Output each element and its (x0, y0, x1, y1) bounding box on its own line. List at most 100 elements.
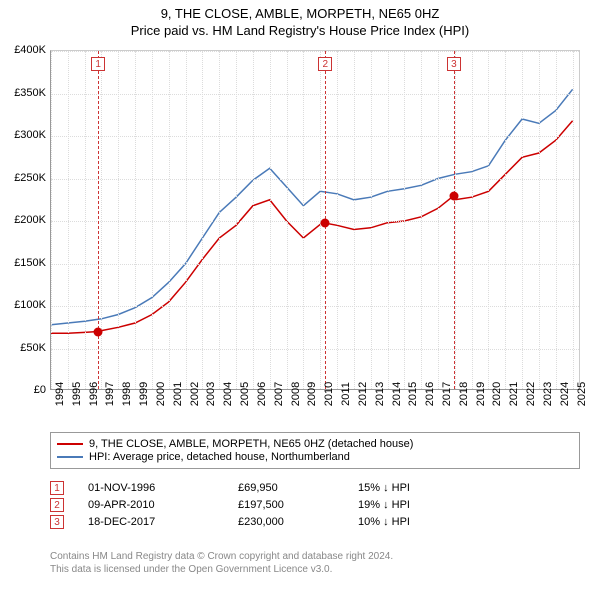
gridline-v (169, 51, 170, 389)
gridline-v (522, 51, 523, 389)
gridline-v (152, 51, 153, 389)
transaction-badge: 1 (50, 481, 64, 495)
legend-label-hpi: HPI: Average price, detached house, Nort… (89, 451, 350, 463)
transaction-price: £197,500 (238, 499, 358, 511)
price-marker-2 (321, 219, 330, 228)
xtick-label: 2020 (491, 382, 503, 406)
xtick-label: 2012 (357, 382, 369, 406)
xtick-label: 2017 (441, 382, 453, 406)
gridline-v (388, 51, 389, 389)
gridline-v (488, 51, 489, 389)
gridline-v (287, 51, 288, 389)
gridline-h (51, 264, 579, 265)
chart-plot: 1 2 3 (50, 50, 580, 390)
gridline-v (253, 51, 254, 389)
gridline-v (472, 51, 473, 389)
gridline-v (371, 51, 372, 389)
transaction-date: 18-DEC-2017 (88, 516, 238, 528)
chart-area: 123 £0£50K£100K£150K£200K£250K£300K£350K… (50, 50, 580, 390)
transaction-date: 09-APR-2010 (88, 499, 238, 511)
xtick-label: 2009 (306, 382, 318, 406)
xtick-label: 2008 (290, 382, 302, 406)
gridline-v (404, 51, 405, 389)
ytick-label: £200K (14, 214, 46, 226)
chart-title-subtitle: Price paid vs. HM Land Registry's House … (0, 23, 600, 38)
xtick-label: 2016 (424, 382, 436, 406)
xtick-label: 2025 (576, 382, 588, 406)
xtick-label: 2010 (323, 382, 335, 406)
xtick-label: 2023 (542, 382, 554, 406)
gridline-v (303, 51, 304, 389)
gridline-v (68, 51, 69, 389)
ytick-label: £250K (14, 172, 46, 184)
gridline-v (186, 51, 187, 389)
gridline-v (135, 51, 136, 389)
transaction-row: 3 18-DEC-2017 £230,000 10% ↓ HPI (50, 515, 580, 529)
xtick-label: 1998 (121, 382, 133, 406)
transaction-date: 01-NOV-1996 (88, 482, 238, 494)
event-line-3 (454, 51, 455, 389)
price-marker-3 (449, 191, 458, 200)
xtick-label: 2004 (222, 382, 234, 406)
gridline-v (236, 51, 237, 389)
xtick-label: 2013 (374, 382, 386, 406)
gridline-v (438, 51, 439, 389)
transaction-delta: 15% ↓ HPI (358, 482, 478, 494)
ytick-label: £0 (34, 384, 46, 396)
legend-item-property: 9, THE CLOSE, AMBLE, MORPETH, NE65 0HZ (… (57, 438, 573, 450)
xtick-label: 2007 (273, 382, 285, 406)
chart-title-address: 9, THE CLOSE, AMBLE, MORPETH, NE65 0HZ (0, 6, 600, 21)
legend-item-hpi: HPI: Average price, detached house, Nort… (57, 451, 573, 463)
legend-swatch-hpi (57, 456, 83, 458)
xtick-label: 2021 (508, 382, 520, 406)
ytick-label: £350K (14, 87, 46, 99)
gridline-v (101, 51, 102, 389)
footer-line2: This data is licensed under the Open Gov… (50, 563, 580, 576)
xtick-label: 2011 (340, 382, 352, 406)
gridline-h (51, 94, 579, 95)
gridline-h (51, 51, 579, 52)
event-badge-2: 2 (318, 57, 332, 71)
event-badge-1: 1 (91, 57, 105, 71)
ytick-label: £50K (20, 342, 46, 354)
xtick-label: 2005 (239, 382, 251, 406)
xtick-label: 2001 (172, 382, 184, 406)
xtick-label: 2000 (155, 382, 167, 406)
xtick-label: 2024 (559, 382, 571, 406)
price-marker-1 (94, 327, 103, 336)
gridline-v (354, 51, 355, 389)
xtick-label: 2014 (391, 382, 403, 406)
gridline-v (85, 51, 86, 389)
transaction-price: £69,950 (238, 482, 358, 494)
gridline-v (202, 51, 203, 389)
xtick-label: 2006 (256, 382, 268, 406)
xtick-label: 1999 (138, 382, 150, 406)
xtick-label: 2003 (205, 382, 217, 406)
xtick-label: 1994 (54, 382, 66, 406)
transactions-table: 1 01-NOV-1996 £69,950 15% ↓ HPI 2 09-APR… (50, 478, 580, 532)
gridline-v (539, 51, 540, 389)
ytick-label: £400K (14, 44, 46, 56)
gridline-v (51, 51, 52, 389)
gridline-h (51, 349, 579, 350)
gridline-h (51, 306, 579, 307)
ytick-label: £300K (14, 129, 46, 141)
xtick-label: 2002 (189, 382, 201, 406)
event-line-1 (98, 51, 99, 389)
xtick-label: 1997 (104, 382, 116, 406)
series-line-property (51, 121, 573, 334)
gridline-v (337, 51, 338, 389)
event-badge-3: 3 (447, 57, 461, 71)
footer: Contains HM Land Registry data © Crown c… (50, 550, 580, 576)
ytick-label: £100K (14, 299, 46, 311)
transaction-badge: 3 (50, 515, 64, 529)
series-line-hpi (51, 89, 573, 324)
legend: 9, THE CLOSE, AMBLE, MORPETH, NE65 0HZ (… (50, 432, 580, 469)
gridline-h (51, 179, 579, 180)
transaction-delta: 19% ↓ HPI (358, 499, 478, 511)
xtick-label: 2022 (525, 382, 537, 406)
xtick-label: 2015 (407, 382, 419, 406)
gridline-v (118, 51, 119, 389)
footer-line1: Contains HM Land Registry data © Crown c… (50, 550, 580, 563)
gridline-v (573, 51, 574, 389)
